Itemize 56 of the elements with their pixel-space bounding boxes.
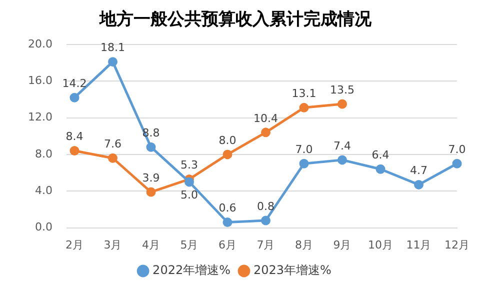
x-tick-label: 8月 [294, 238, 313, 252]
point [260, 216, 270, 226]
point [299, 158, 309, 168]
data-label: 14.2 [62, 76, 87, 90]
x-tick-label: 10月 [368, 238, 393, 252]
data-label: 13.5 [330, 83, 354, 96]
data-label: 5.3 [180, 158, 198, 172]
data-label: 8.0 [218, 134, 236, 147]
data-label: 7.0 [448, 142, 466, 156]
point [376, 164, 386, 174]
y-tick-label: 16.0 [28, 74, 52, 87]
point [260, 128, 270, 138]
point [108, 153, 118, 163]
y-tick-label: 0.0 [34, 220, 52, 234]
data-label: 7.0 [295, 142, 313, 156]
y-tick-label: 12.0 [28, 110, 52, 124]
y-tick-label: 20.0 [28, 37, 52, 50]
y-tick-label: 8.0 [34, 147, 52, 160]
point [222, 150, 232, 160]
point [338, 155, 347, 165]
y-tick-label: 4.0 [34, 184, 52, 197]
x-tick-label: 6月 [218, 238, 236, 252]
x-tick-label: 5月 [180, 238, 198, 252]
legend-label: 2022年增速% [152, 263, 231, 278]
x-tick-label: 12月 [444, 238, 470, 252]
x-tick-label: 9月 [333, 238, 352, 252]
point [452, 158, 462, 168]
point [414, 180, 424, 190]
point [70, 146, 80, 156]
point [146, 187, 156, 197]
point [338, 99, 347, 109]
data-label: 6.4 [372, 148, 390, 162]
data-label: 7.4 [334, 139, 351, 152]
x-tick-label: 2月 [65, 238, 84, 252]
legend-label: 2023年增速% [254, 263, 332, 278]
data-label: 4.7 [410, 164, 428, 178]
data-label: 13.1 [292, 87, 316, 100]
data-label: 18.1 [100, 41, 125, 54]
point [222, 218, 232, 228]
x-tick-label: 11月 [406, 238, 432, 252]
data-label: 5.0 [180, 188, 198, 202]
x-tick-label: 3月 [104, 238, 122, 252]
data-label: 0.6 [218, 202, 236, 215]
point [108, 57, 118, 67]
x-tick-label: 7月 [256, 238, 275, 252]
data-label: 3.9 [142, 171, 160, 184]
point [184, 177, 194, 187]
chart-title: 地方一般公共预算收入累计完成情况 [98, 10, 372, 30]
data-label: 0.8 [256, 200, 274, 213]
x-tick-label: 4月 [142, 238, 160, 252]
data-label: 7.6 [104, 137, 122, 150]
point [299, 102, 309, 112]
data-label: 10.4 [253, 112, 278, 125]
data-label: 8.4 [66, 130, 84, 144]
point [70, 92, 80, 102]
point [146, 142, 156, 152]
